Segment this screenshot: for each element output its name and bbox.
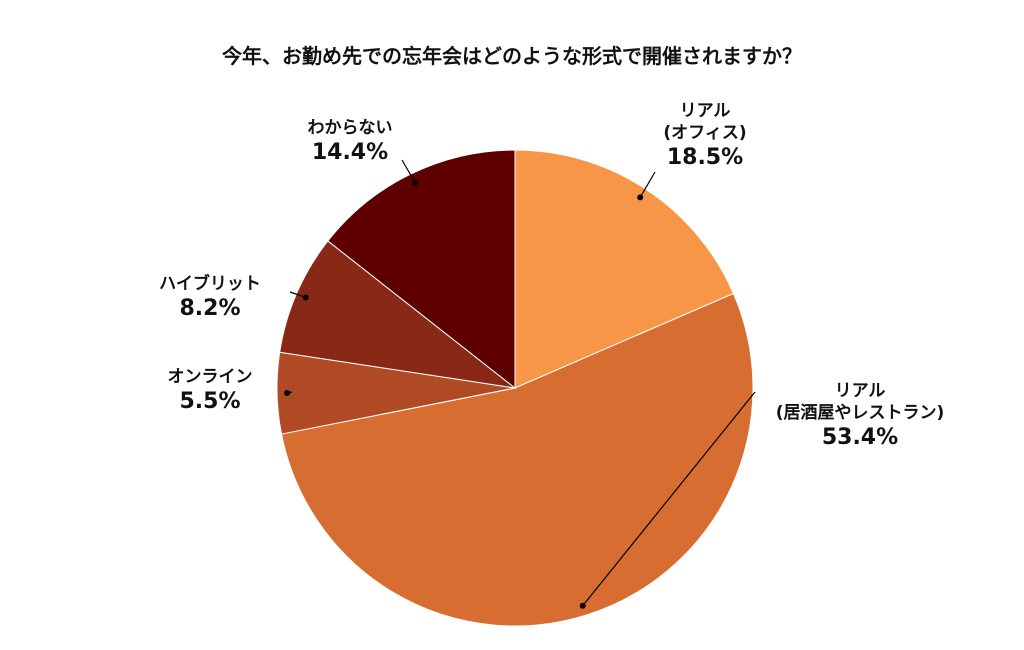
slice-label-restaurant: リアル (居酒屋やレストラン) 53.4% [750,380,970,453]
slice-label-line: わからない [307,118,393,138]
leader-dot [302,294,309,301]
slice-label-hybrid: ハイブリット 8.2% [135,273,285,324]
leader-line [639,171,656,198]
chart-title: 今年、お勤め先での忘年会はどのような形式で開催されますか？ [222,44,802,68]
slice-label-line: (オフィス) [663,123,747,144]
slice-label-line: オンライン [167,367,253,387]
leader-dot [637,194,644,201]
leader-dot [579,602,586,609]
slice-label-unknown: わからない 14.4% [280,117,420,168]
slice-value-label: 8.2% [179,296,241,322]
slice-label-office: リアル (オフィス) 18.5% [640,100,770,173]
slice-hybrid [279,240,517,389]
slice-value-label: 14.4% [311,140,389,166]
leader-line [401,159,416,184]
slice-label-line: リアル [834,381,886,401]
leader-line [582,391,756,607]
slice-value-label: 18.5% [666,145,744,171]
pie-slices [276,149,754,627]
slice-unknown [327,149,516,390]
leader-lines [284,159,756,609]
slice-restaurant [280,292,754,627]
slice-label-online: オンライン 5.5% [140,366,280,417]
leader-dot [284,390,291,397]
slice-label-line: (居酒屋やレストラン) [775,403,945,424]
slice-value-label: 53.4% [821,425,899,451]
leader-dot [412,179,419,186]
slice-label-line: リアル [679,101,731,121]
slice-value-label: 5.5% [179,389,241,415]
slice-label-line: ハイブリット [159,274,261,294]
